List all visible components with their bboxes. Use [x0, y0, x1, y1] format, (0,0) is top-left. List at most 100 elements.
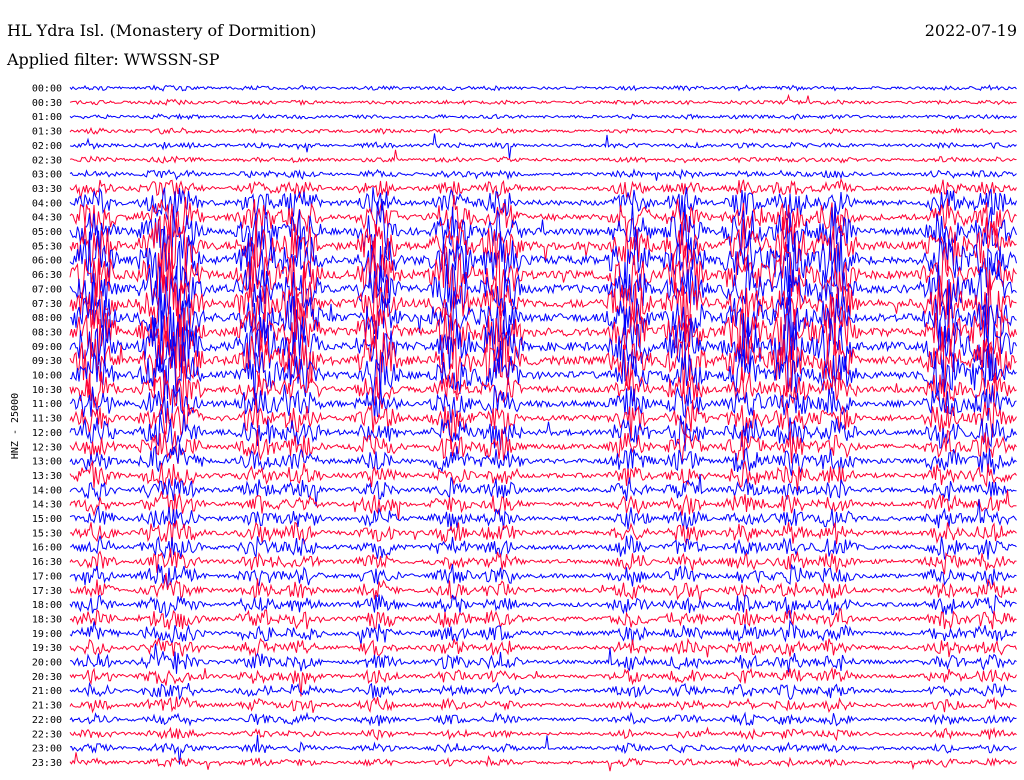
seismic-trace-row [69, 564, 1017, 590]
seismic-trace-row [69, 412, 1017, 455]
time-tick-label: 22:00 [32, 715, 62, 726]
seismic-trace-row [69, 681, 1017, 701]
time-tick-label: 17:30 [32, 586, 62, 597]
seismic-trace-row [69, 534, 1017, 561]
y-axis-label: HNZ - 25000 [10, 393, 21, 459]
seismic-trace-row [69, 133, 1017, 160]
seismic-trace-row [69, 84, 1017, 92]
time-tick-label: 01:30 [32, 127, 62, 138]
time-tick-label: 20:00 [32, 658, 62, 669]
time-tick-label: 19:00 [32, 629, 62, 640]
seismic-trace-row [69, 366, 1017, 413]
time-tick-label: 15:30 [32, 528, 62, 539]
seismic-trace-row [69, 443, 1017, 476]
seismic-trace-row [69, 474, 1017, 507]
time-tick-label: 01:00 [32, 112, 62, 123]
time-tick-labels: 00:00 00:30 01:00 01:30 02:00 02:30 03:00 03:30… [32, 84, 62, 769]
seismic-trace-row [69, 340, 1017, 406]
seismic-trace-row [69, 149, 1017, 164]
time-tick-label: 03:00 [32, 170, 62, 181]
time-tick-label: 08:30 [32, 327, 62, 338]
seismic-trace-row [69, 734, 1017, 765]
time-tick-label: 19:30 [32, 643, 62, 654]
seismic-trace-row [69, 198, 1017, 262]
time-tick-label: 16:00 [32, 543, 62, 554]
time-tick-label: 13:30 [32, 471, 62, 482]
seismic-trace-row [69, 213, 1017, 278]
time-tick-label: 18:00 [32, 600, 62, 611]
time-tick-label: 06:00 [32, 256, 62, 267]
time-tick-label: 16:30 [32, 557, 62, 568]
seismic-trace-row [69, 113, 1017, 121]
time-tick-label: 02:30 [32, 155, 62, 166]
time-tick-label: 17:00 [32, 571, 62, 582]
seismic-trace-row [69, 572, 1017, 602]
time-tick-label: 14:00 [32, 485, 62, 496]
seismic-trace-row [69, 696, 1017, 714]
time-tick-label: 18:30 [32, 614, 62, 625]
seismic-trace-row [69, 126, 1017, 135]
seismic-trace-row [69, 498, 1017, 531]
seismic-trace-row [69, 428, 1017, 464]
seismic-traces [69, 84, 1017, 772]
time-tick-label: 12:30 [32, 442, 62, 453]
seismic-trace-row [69, 310, 1017, 384]
time-tick-label: 23:00 [32, 744, 62, 755]
seismic-trace-row [69, 637, 1017, 660]
time-tick-label: 13:00 [32, 457, 62, 468]
time-tick-label: 02:00 [32, 141, 62, 152]
time-tick-label: 05:30 [32, 241, 62, 252]
time-tick-label: 05:00 [32, 227, 62, 238]
seismic-trace-row [69, 265, 1017, 341]
seismic-trace-row [69, 548, 1017, 575]
seismic-trace-row [69, 459, 1017, 492]
time-tick-label: 03:30 [32, 184, 62, 195]
seismic-trace-row [70, 282, 1017, 356]
seismic-trace-row [69, 666, 1017, 697]
time-tick-label: 04:30 [32, 213, 62, 224]
time-tick-label: 08:00 [32, 313, 62, 324]
time-tick-label: 00:30 [32, 98, 62, 109]
time-tick-label: 10:00 [32, 371, 62, 382]
time-tick-label: 22:30 [32, 729, 62, 740]
seismic-trace-row [69, 187, 1017, 220]
seismic-trace-row [69, 291, 1017, 373]
seismic-trace-row [69, 520, 1017, 546]
seismic-trace-row [69, 607, 1017, 631]
time-tick-label: 09:00 [32, 342, 62, 353]
seismic-trace-row [69, 594, 1017, 619]
time-tick-label: 07:30 [32, 299, 62, 310]
seismic-trace-row [69, 398, 1017, 450]
seismic-trace-row [69, 619, 1017, 646]
station-title: HL Ydra Isl. (Monastery of Dormition) [7, 21, 316, 40]
seismic-trace-row [69, 726, 1017, 742]
time-tick-label: 11:30 [32, 414, 62, 425]
time-tick-label: 23:30 [32, 758, 62, 769]
seismic-trace-row [69, 237, 1017, 316]
seismic-trace-row [69, 177, 1017, 201]
seismic-trace-row [69, 194, 1017, 240]
seismic-trace-row [69, 643, 1017, 674]
time-tick-label: 21:00 [32, 686, 62, 697]
time-tick-label: 09:30 [32, 356, 62, 367]
seismic-trace-row [69, 384, 1017, 424]
time-tick-label: 06:30 [32, 270, 62, 281]
filter-label: Applied filter: WWSSN-SP [6, 50, 220, 69]
time-tick-label: 12:00 [32, 428, 62, 439]
seismic-trace-row [69, 168, 1017, 181]
time-tick-label: 00:00 [32, 84, 62, 95]
date-label: 2022-07-19 [925, 21, 1017, 40]
seismic-trace-row [69, 752, 1017, 772]
seismic-trace-row [69, 226, 1017, 293]
seismic-trace-row [69, 323, 1017, 401]
time-tick-label: 04:00 [32, 198, 62, 209]
seismic-trace-row [69, 93, 1017, 107]
time-tick-label: 11:00 [32, 399, 62, 410]
time-tick-label: 20:30 [32, 672, 62, 683]
time-tick-label: 10:30 [32, 385, 62, 396]
time-tick-label: 14:30 [32, 500, 62, 511]
seismic-trace-row [69, 490, 1017, 520]
time-tick-label: 15:00 [32, 514, 62, 525]
time-tick-label: 21:30 [32, 701, 62, 712]
